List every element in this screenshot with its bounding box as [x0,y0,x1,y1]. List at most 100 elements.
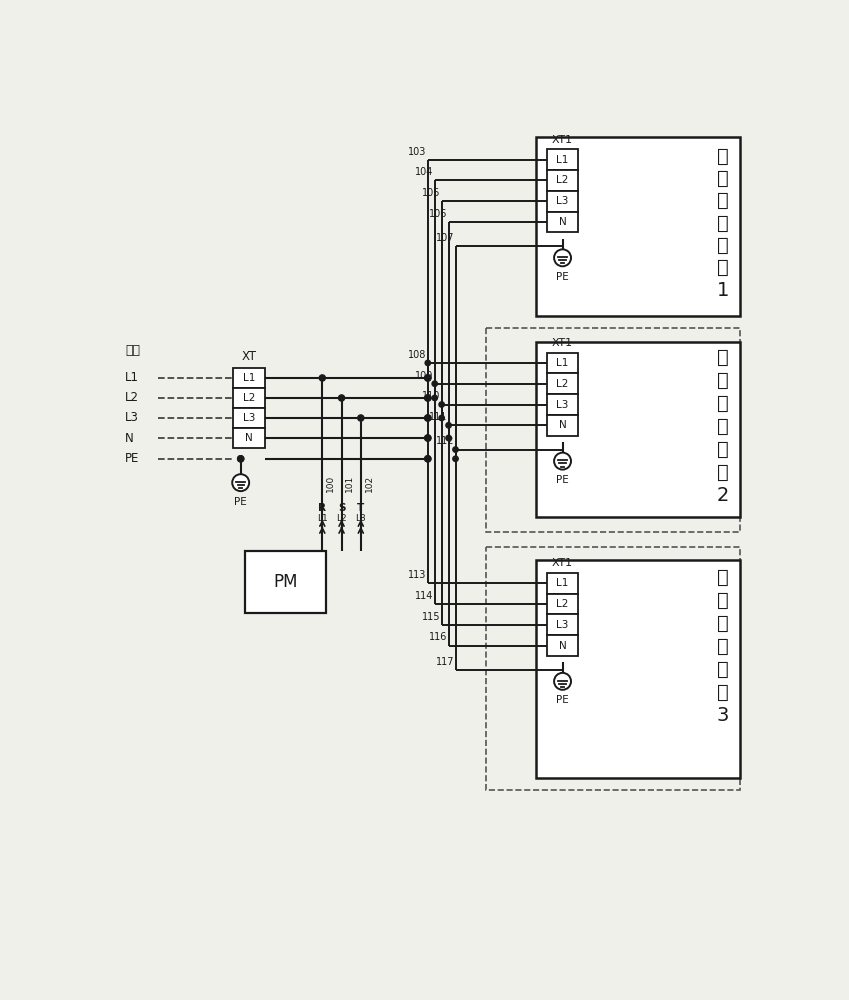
Text: PE: PE [125,452,139,465]
Text: 双: 双 [717,348,728,367]
Circle shape [439,415,444,421]
Bar [233,368,266,388]
Text: 108: 108 [408,350,426,360]
Text: N: N [245,433,253,443]
Text: 双: 双 [717,568,728,587]
Circle shape [238,456,244,462]
Text: 箱: 箱 [717,683,728,702]
Bar [547,212,578,232]
Bar [547,170,578,191]
Text: 115: 115 [422,612,440,622]
Text: 100: 100 [326,475,335,492]
Text: 106: 106 [429,209,447,219]
Circle shape [446,423,452,428]
Bar [547,353,578,373]
Circle shape [339,395,345,401]
Bar [547,594,578,614]
Text: 主: 主 [717,637,728,656]
Text: 统: 统 [717,394,728,413]
Text: 101: 101 [346,475,354,492]
Text: N: N [559,641,566,651]
Text: PE: PE [234,497,247,507]
Circle shape [453,447,458,452]
Text: L3: L3 [243,413,256,423]
Text: 107: 107 [436,233,454,243]
Text: S: S [338,503,346,513]
Text: N: N [559,217,566,227]
Text: L3: L3 [556,620,569,630]
Text: L3: L3 [556,196,569,206]
Text: L2: L2 [556,379,569,389]
Bar [547,614,578,635]
Circle shape [554,249,571,266]
Text: L2: L2 [125,391,139,404]
Text: 统: 统 [717,614,728,633]
Text: XT: XT [242,350,256,363]
Text: 系: 系 [717,169,728,188]
Text: 主: 主 [717,417,728,436]
Text: L3: L3 [356,514,366,523]
Circle shape [432,381,437,386]
Text: 112: 112 [436,436,454,446]
Text: L1: L1 [556,578,569,588]
Circle shape [425,375,430,381]
Bar [233,428,266,448]
Text: L2: L2 [243,393,256,403]
Text: 117: 117 [436,657,454,667]
Bar [486,328,739,532]
Text: PM: PM [273,573,298,591]
Circle shape [424,375,431,381]
Circle shape [453,456,458,461]
Bar [547,373,578,394]
Text: 系: 系 [717,371,728,390]
Text: 箱: 箱 [717,258,728,277]
Circle shape [238,456,244,462]
Circle shape [424,375,431,381]
Circle shape [424,395,431,401]
Text: L1: L1 [243,373,256,383]
Text: 1: 1 [717,281,729,300]
Text: L1: L1 [556,155,569,165]
Text: 104: 104 [415,167,433,177]
Circle shape [424,415,431,421]
Text: 2: 2 [717,486,729,505]
Text: XT1: XT1 [552,135,573,145]
Circle shape [554,673,571,690]
Bar [245,551,326,613]
Text: XT1: XT1 [552,338,573,348]
Circle shape [432,395,437,401]
Text: 箱: 箱 [717,463,728,482]
Text: PE: PE [556,475,569,485]
Text: L3: L3 [556,400,569,410]
Bar [547,394,578,415]
Text: PE: PE [556,272,569,282]
Bar [547,415,578,436]
Text: 系: 系 [717,591,728,610]
Text: 103: 103 [408,147,426,157]
Bar [547,635,578,656]
Text: PE: PE [556,695,569,705]
Text: N: N [125,432,134,445]
Text: 113: 113 [408,570,426,580]
Text: 控: 控 [717,440,728,459]
Circle shape [424,456,431,462]
Circle shape [439,402,444,407]
Text: R: R [318,503,326,513]
Circle shape [554,453,571,470]
Text: 双: 双 [717,147,728,166]
Bar [536,137,739,316]
Text: 统: 统 [717,191,728,210]
Text: 主: 主 [717,214,728,233]
Circle shape [446,435,452,441]
Circle shape [424,435,431,441]
Text: 109: 109 [415,371,433,381]
Text: 控: 控 [717,660,728,679]
Text: 114: 114 [415,591,433,601]
Circle shape [357,415,364,421]
Circle shape [424,456,431,462]
Text: 105: 105 [422,188,440,198]
Bar [486,547,739,790]
Circle shape [424,435,431,441]
Text: L1: L1 [556,358,569,368]
Text: 110: 110 [422,391,440,401]
